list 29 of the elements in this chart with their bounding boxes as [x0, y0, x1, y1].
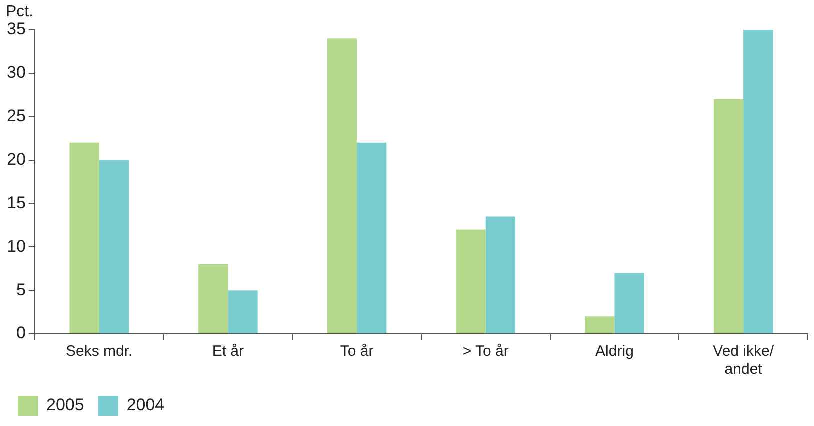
x-tick-label: > To år [462, 343, 509, 360]
x-tick-label: Seks mdr. [66, 343, 133, 360]
bar [714, 99, 744, 334]
bar [486, 216, 516, 334]
bar [198, 264, 228, 334]
bar [456, 230, 486, 334]
bar [228, 290, 258, 334]
y-tick-label: 20 [6, 150, 26, 169]
bar [744, 30, 774, 334]
y-tick-label: 15 [6, 193, 26, 212]
y-axis-title: Pct. [6, 3, 34, 20]
x-tick-label: Aldrig [596, 343, 634, 360]
x-tick-label: Et år [212, 343, 244, 360]
bar [70, 142, 100, 334]
bar [614, 273, 644, 334]
y-tick-label: 35 [6, 20, 26, 39]
y-tick-label: 25 [6, 106, 26, 126]
legend-label: 2004 [126, 396, 165, 415]
y-tick-label: 0 [16, 324, 26, 343]
x-tick-label: Ved ikke/ andet [713, 343, 775, 378]
legend-label: 2005 [46, 396, 84, 415]
y-tick-label: 30 [6, 63, 26, 82]
bar [327, 38, 358, 334]
y-tick-label: 10 [6, 236, 26, 256]
bar [357, 142, 387, 334]
y-tick-label: 5 [16, 280, 26, 300]
x-tick-label: To år [340, 343, 374, 360]
bar [585, 316, 615, 334]
bar [99, 160, 129, 334]
